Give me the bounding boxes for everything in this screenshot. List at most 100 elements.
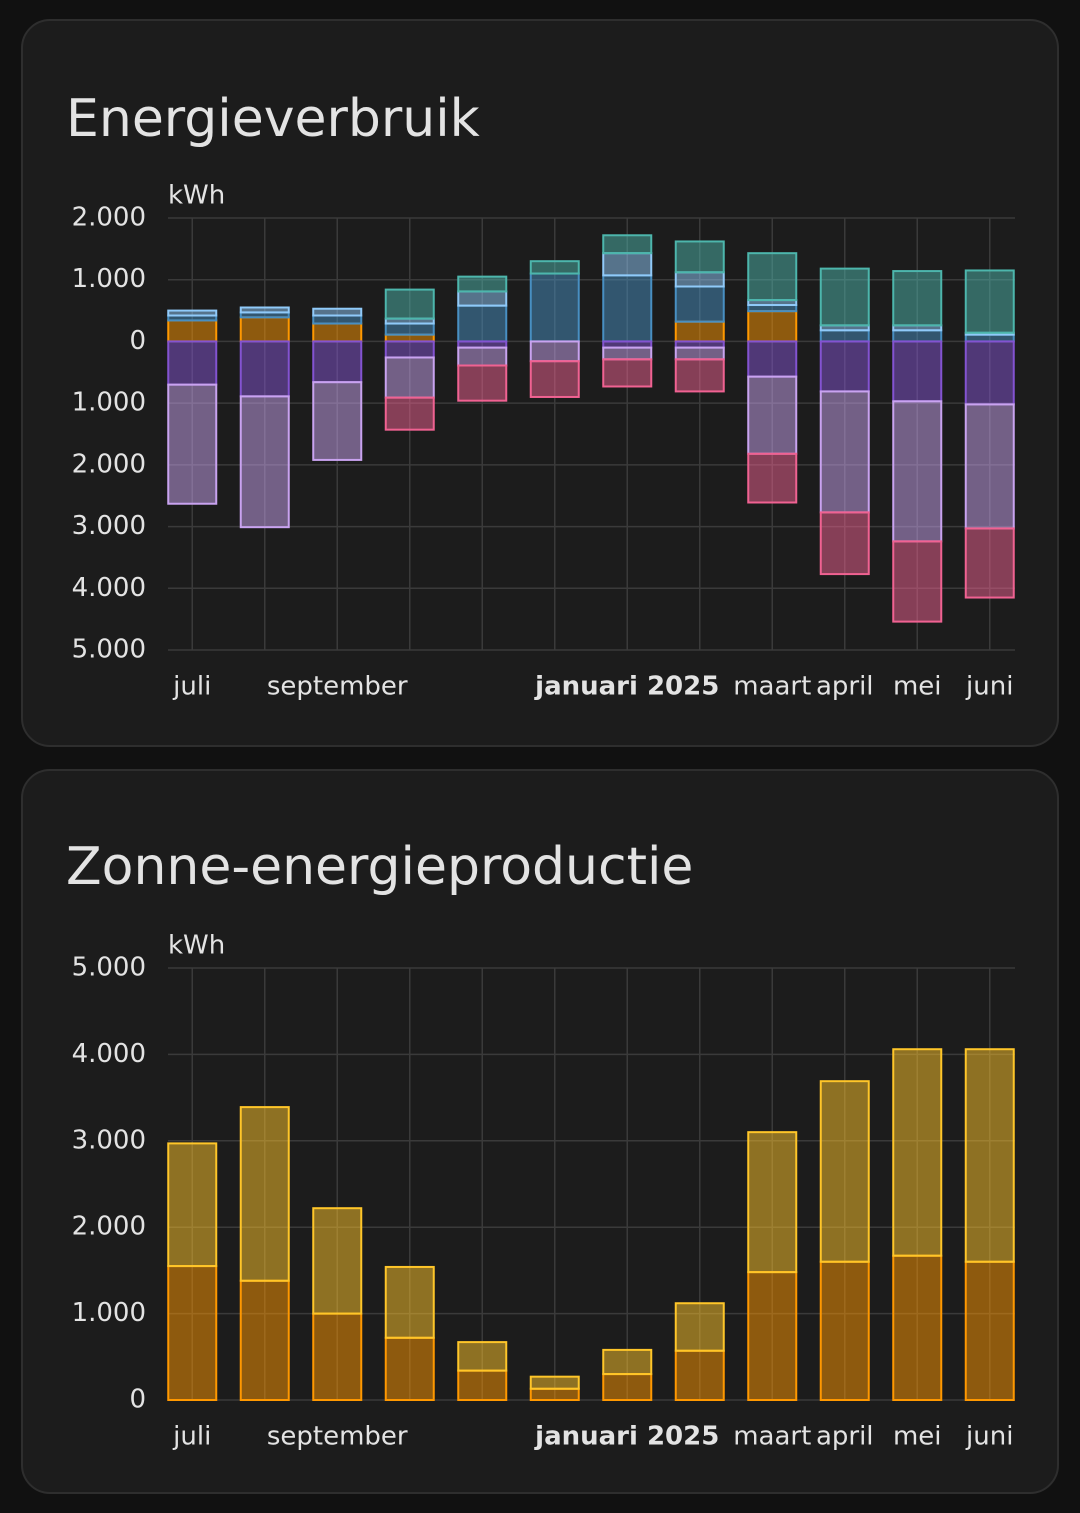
y-tick-label: 3.000 bbox=[72, 511, 146, 541]
bar-segment bbox=[602, 346, 653, 361]
x-tick-label: juni bbox=[965, 1422, 1013, 1452]
x-tick-label: juli bbox=[172, 672, 211, 702]
x-tick-label: januari 2025 bbox=[534, 672, 719, 702]
bar-segment bbox=[312, 314, 363, 325]
bar-segment bbox=[674, 240, 725, 274]
bar-segment bbox=[892, 340, 943, 403]
bar-segment bbox=[602, 234, 653, 255]
bar-segment bbox=[529, 272, 580, 343]
bar-segment bbox=[747, 252, 798, 302]
bar-segment bbox=[384, 1265, 435, 1339]
bar-segment bbox=[239, 1279, 290, 1401]
bar-segment bbox=[819, 267, 870, 327]
bar-segment bbox=[602, 1373, 653, 1401]
bar-segment bbox=[384, 322, 435, 336]
card-title: Energieverbruik bbox=[66, 89, 480, 149]
bar-segment bbox=[819, 1080, 870, 1263]
y-tick-label: 5.000 bbox=[72, 953, 146, 983]
bar-segment bbox=[964, 403, 1015, 530]
bar-segment bbox=[819, 329, 870, 343]
bar-segment bbox=[312, 322, 363, 343]
bar-segment bbox=[747, 1271, 798, 1402]
bar-segment bbox=[457, 346, 508, 367]
y-tick-label: 1.000 bbox=[72, 264, 146, 294]
bar-segment bbox=[747, 310, 798, 343]
bar-segment bbox=[747, 1131, 798, 1274]
bar-segment bbox=[964, 527, 1015, 599]
bar-segment bbox=[747, 340, 798, 378]
y-tick-label: 4.000 bbox=[72, 1039, 146, 1069]
bar-segment bbox=[239, 395, 290, 529]
bar-segment bbox=[312, 1312, 363, 1401]
bar-segment bbox=[312, 1207, 363, 1315]
bar-segment bbox=[312, 381, 363, 461]
bar-segment bbox=[239, 1106, 290, 1282]
bar-segment bbox=[384, 396, 435, 431]
bar-segment bbox=[457, 1369, 508, 1402]
bar-segment bbox=[964, 1260, 1015, 1402]
bar-segment bbox=[529, 1375, 580, 1390]
bar-segment bbox=[819, 511, 870, 576]
bar-segment bbox=[964, 269, 1015, 334]
bar-segment bbox=[892, 1254, 943, 1402]
bar-segment bbox=[892, 1048, 943, 1257]
bar-segment bbox=[674, 346, 725, 361]
y-tick-label: 1.000 bbox=[72, 388, 146, 418]
axis-unit: kWh bbox=[168, 181, 225, 211]
bar-segment bbox=[384, 333, 435, 343]
y-tick-label: 2.000 bbox=[72, 1212, 146, 1242]
x-tick-label: april bbox=[816, 1422, 874, 1452]
bar-segment bbox=[674, 320, 725, 343]
bar-segment bbox=[239, 316, 290, 343]
bar-segment bbox=[312, 340, 363, 384]
bar-segment bbox=[602, 252, 653, 277]
bar-segment bbox=[167, 383, 218, 505]
y-tick-label: 5.000 bbox=[72, 635, 146, 665]
bar-segment bbox=[964, 333, 1015, 343]
bar-segment bbox=[167, 1265, 218, 1401]
bar-segment bbox=[384, 1336, 435, 1401]
y-tick-label: 3.000 bbox=[72, 1125, 146, 1155]
x-tick-label: september bbox=[267, 672, 408, 702]
bar-segment bbox=[529, 1387, 580, 1401]
bar-segment bbox=[674, 358, 725, 393]
bar-segment bbox=[674, 1349, 725, 1401]
bar-segment bbox=[602, 358, 653, 388]
bar-segment bbox=[602, 1348, 653, 1376]
y-tick-label: 2.000 bbox=[72, 449, 146, 479]
bar-segment bbox=[239, 306, 290, 314]
axis-unit: kWh bbox=[168, 931, 225, 961]
bar-segment bbox=[892, 270, 943, 327]
bar-segment bbox=[892, 329, 943, 343]
x-tick-label: mei bbox=[893, 1422, 942, 1452]
x-tick-label: maart bbox=[733, 672, 811, 702]
y-tick-label: 0 bbox=[129, 326, 146, 356]
x-tick-label: juni bbox=[965, 672, 1013, 702]
x-tick-label: april bbox=[816, 672, 874, 702]
bar-segment bbox=[167, 319, 218, 343]
bar-segment bbox=[167, 340, 218, 386]
bar-segment bbox=[819, 1260, 870, 1402]
bar-segment bbox=[457, 304, 508, 343]
bar-segment bbox=[457, 1341, 508, 1372]
y-tick-label: 4.000 bbox=[72, 573, 146, 603]
bar-segment bbox=[457, 364, 508, 402]
bar-segment bbox=[529, 360, 580, 398]
y-tick-label: 0 bbox=[129, 1385, 146, 1415]
bar-segment bbox=[384, 288, 435, 320]
bar-segment bbox=[674, 271, 725, 288]
bar-segment bbox=[457, 290, 508, 307]
bar-segment bbox=[674, 285, 725, 323]
bar-segment bbox=[167, 309, 218, 317]
bar-segment bbox=[747, 452, 798, 504]
x-tick-label: september bbox=[267, 1422, 408, 1452]
x-tick-label: maart bbox=[733, 1422, 811, 1452]
x-tick-label: mei bbox=[893, 672, 942, 702]
bar-segment bbox=[529, 340, 580, 363]
bar-segment bbox=[384, 356, 435, 399]
bar-segment bbox=[457, 275, 508, 293]
bar-segment bbox=[819, 390, 870, 514]
bar-segment bbox=[312, 307, 363, 317]
bar-segment bbox=[964, 1048, 1015, 1263]
